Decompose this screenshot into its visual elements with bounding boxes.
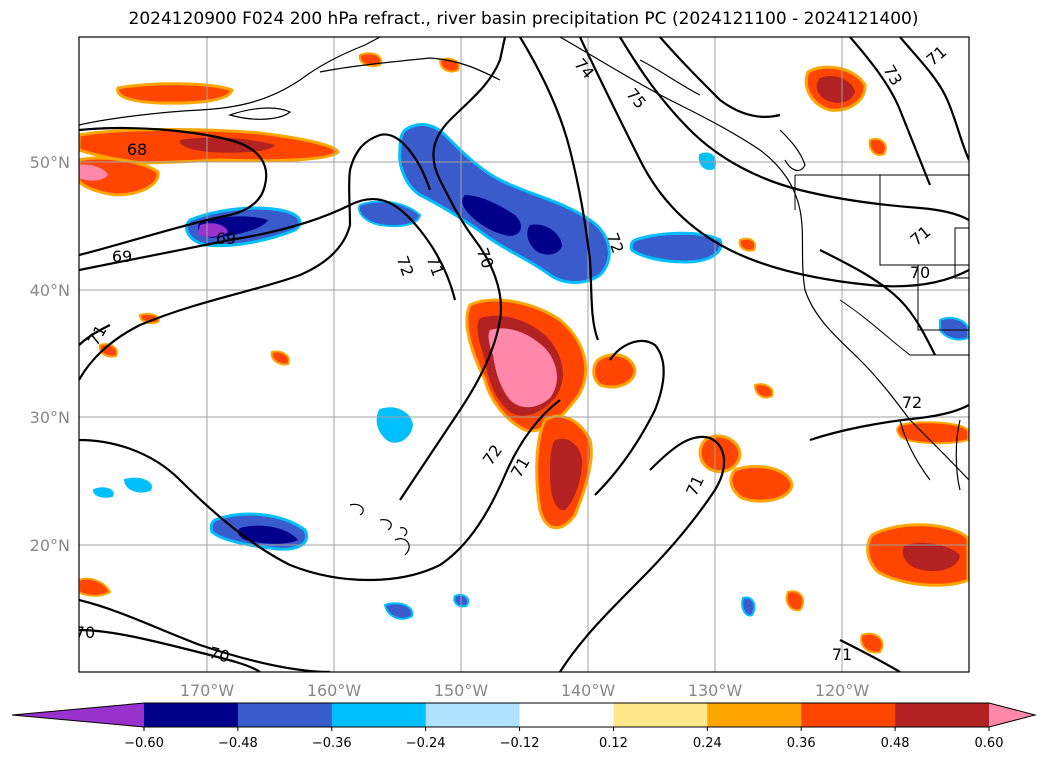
map-title: 2024120900 F024 200 hPa refract., river … [128, 9, 919, 29]
map-frame [78, 36, 970, 673]
contour-label-70: 70 [910, 263, 930, 282]
colorbar-extend-max [989, 703, 1035, 727]
longitude-labels: 170°W 160°W 150°W 140°W 130°W 120°W [180, 681, 870, 700]
contour-label-68: 68 [127, 140, 147, 159]
contour-label-69: 69 [112, 247, 132, 266]
colorbar-tick-label: −0.48 [218, 736, 258, 751]
colorbar-bin [144, 703, 239, 727]
contour-label-69: 69 [216, 229, 236, 248]
colorbar-bin [331, 703, 427, 727]
map-plot-area: 68 69 69 70 70 70 70 71 71 71 71 71 71 7… [75, 37, 969, 672]
lon-label-160w: 160°W [307, 681, 362, 700]
contour-label-70: 70 [207, 643, 232, 667]
lon-label-150w: 150°W [434, 681, 489, 700]
colorbar-bin [519, 703, 614, 727]
colorbar-extend-min [12, 703, 144, 727]
colorbar-bin [801, 703, 896, 727]
lon-label-140w: 140°W [561, 681, 616, 700]
contour-label-70: 70 [75, 623, 95, 642]
lat-label-20n: 20°N [30, 536, 70, 555]
colorbar-tick-label: 0.48 [881, 736, 910, 751]
colorbar-bin [895, 703, 990, 727]
lon-label-130w: 130°W [688, 681, 743, 700]
colorbar-tick-label: −0.36 [312, 736, 352, 751]
colorbar-tick-label: −0.60 [124, 736, 164, 751]
lon-label-120w: 120°W [815, 681, 870, 700]
colorbar-bin [707, 703, 802, 727]
lat-label-40n: 40°N [30, 281, 70, 300]
precip-negative-anomalies [92, 123, 969, 620]
colorbar-tick-label: −0.12 [500, 736, 540, 751]
colorbar-tick-label: 0.24 [693, 736, 722, 751]
lon-label-170w: 170°W [180, 681, 235, 700]
latitude-labels: 50°N 40°N 30°N 20°N [30, 153, 70, 555]
colorbar-tick-label: 0.60 [975, 736, 1004, 751]
colorbar-tick-labels: −0.60 −0.48 −0.36 −0.24 −0.12 0.12 0.24 0.36 0.4… [124, 727, 1003, 751]
colorbar-bin [613, 703, 708, 727]
coastlines [79, 37, 969, 556]
colorbar-bin [237, 703, 333, 727]
colorbar [11, 702, 1037, 728]
graticule [79, 37, 969, 672]
contour-labels: 68 69 69 70 70 70 70 71 71 71 71 71 71 7… [75, 42, 950, 667]
lat-label-30n: 30°N [30, 408, 70, 427]
colorbar-tick-label: 0.36 [787, 736, 816, 751]
colorbar-bin [425, 703, 521, 727]
contour-label-72: 72 [902, 393, 922, 412]
contour-label-71: 71 [596, 223, 616, 242]
refractivity-contours [79, 37, 969, 672]
colorbar-tick-label: 0.12 [599, 736, 628, 751]
colorbar-tick-label: −0.24 [406, 736, 446, 751]
contour-label-71: 71 [832, 645, 852, 664]
lat-label-50n: 50°N [30, 153, 70, 172]
